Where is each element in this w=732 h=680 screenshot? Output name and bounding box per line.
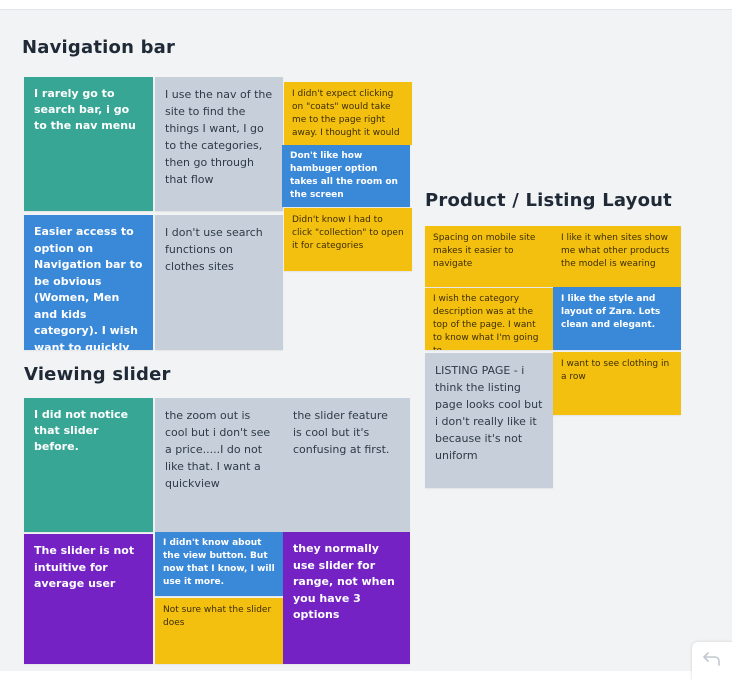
sticky-note[interactable]: the zoom out is cool but i don't see a p… xyxy=(155,398,283,532)
sticky-note[interactable]: The slider is not intuitive for average … xyxy=(24,534,153,664)
sticky-note[interactable]: I use the nav of the site to find the th… xyxy=(155,77,283,211)
sticky-note[interactable]: I did not notice that slider before. xyxy=(24,398,153,532)
sticky-note[interactable]: Spacing on mobile site makes it easier t… xyxy=(425,226,553,287)
section-title-product-listing: Product / Listing Layout xyxy=(425,190,672,211)
sticky-note[interactable]: they normally use slider for range, not … xyxy=(283,532,410,664)
sticky-note[interactable]: I don't use search functions on clothes … xyxy=(155,215,283,350)
whiteboard-canvas[interactable]: Navigation bar I rarely go to search bar… xyxy=(0,9,732,680)
undo-button[interactable] xyxy=(692,642,732,680)
sticky-note[interactable]: I like the style and layout of Zara. Lot… xyxy=(553,287,681,350)
section-title-viewing-slider: Viewing slider xyxy=(24,364,171,385)
sticky-note[interactable]: I like it when sites show me what other … xyxy=(553,226,681,287)
sticky-note[interactable]: Didn't know I had to click "collection" … xyxy=(284,208,412,271)
sticky-note[interactable]: I didn't know about the view button. But… xyxy=(155,532,283,596)
sticky-note[interactable]: Easier access to option on Navigation ba… xyxy=(24,215,153,350)
sticky-note[interactable]: I want to see clothing in a row xyxy=(553,352,681,415)
sticky-note[interactable]: the slider feature is cool but it's conf… xyxy=(283,398,410,532)
sticky-note[interactable]: I didn't expect clicking on "coats" woul… xyxy=(284,82,412,145)
section-title-navigation: Navigation bar xyxy=(22,37,176,58)
sticky-note[interactable]: Don't like how hambuger option takes all… xyxy=(282,145,410,207)
sticky-note[interactable]: LISTING PAGE - i think the listing page … xyxy=(425,353,553,488)
sticky-note[interactable]: I wish the category description was at t… xyxy=(425,288,553,350)
sticky-note[interactable]: I rarely go to search bar, i go to the n… xyxy=(24,77,153,211)
undo-arrow-icon xyxy=(702,651,722,671)
sticky-note[interactable]: Not sure what the slider does xyxy=(155,598,283,664)
